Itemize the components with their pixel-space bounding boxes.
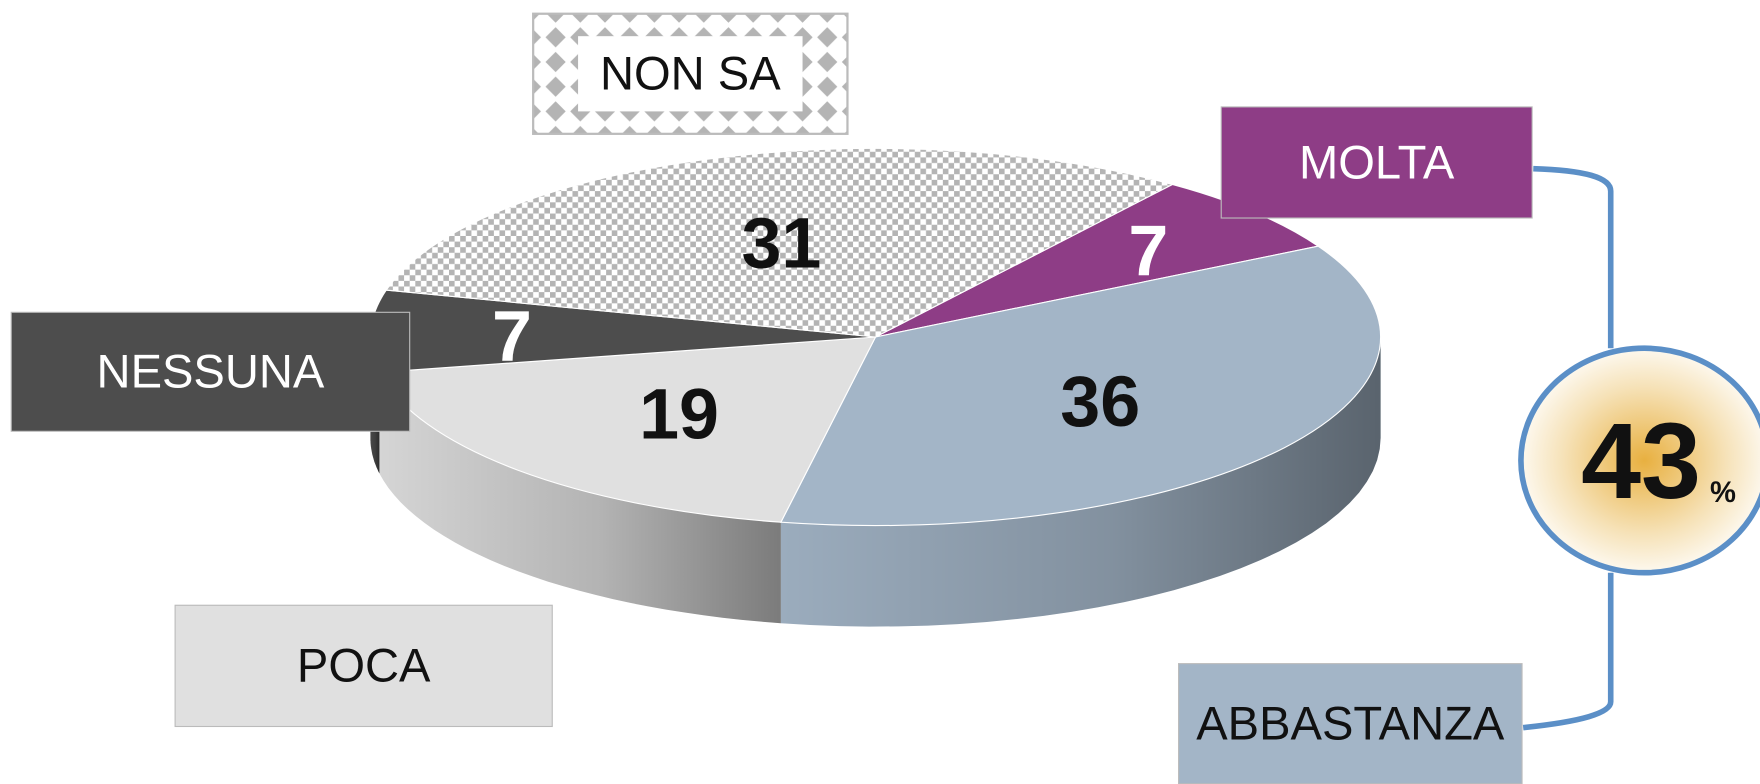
legend-label: NON SA: [600, 47, 781, 100]
value-label: 7: [492, 297, 532, 377]
total-badge: [1518, 345, 1760, 576]
pie-slice: [779, 245, 1382, 527]
bracket: [1522, 165, 1614, 731]
legend-label: NESSUNA: [97, 345, 325, 398]
pie-slice: [385, 147, 1174, 338]
legend-box: [1220, 106, 1533, 219]
legend-label: ABBASTANZA: [1196, 697, 1505, 750]
legend-box: [174, 604, 553, 728]
value-label: 19: [639, 374, 719, 454]
legend-box: [1178, 663, 1523, 784]
value-label: 31: [741, 203, 821, 283]
side-shade: [780, 337, 1381, 627]
total-value: 43: [1581, 400, 1701, 521]
legend: MOLTA ABBASTANZA POCA NESSUNA NON SA: [10, 12, 1533, 784]
legend-box-inner: [578, 36, 803, 112]
legend-box: [10, 311, 411, 432]
value-labels: 7 36 19 7 31: [492, 203, 1168, 454]
value-label: 7: [1128, 211, 1168, 291]
legend-label: POCA: [297, 639, 431, 692]
legend-label: MOLTA: [1299, 135, 1455, 188]
total-unit: %: [1710, 477, 1736, 509]
side-shade: [379, 372, 781, 624]
value-label: 36: [1060, 362, 1140, 442]
